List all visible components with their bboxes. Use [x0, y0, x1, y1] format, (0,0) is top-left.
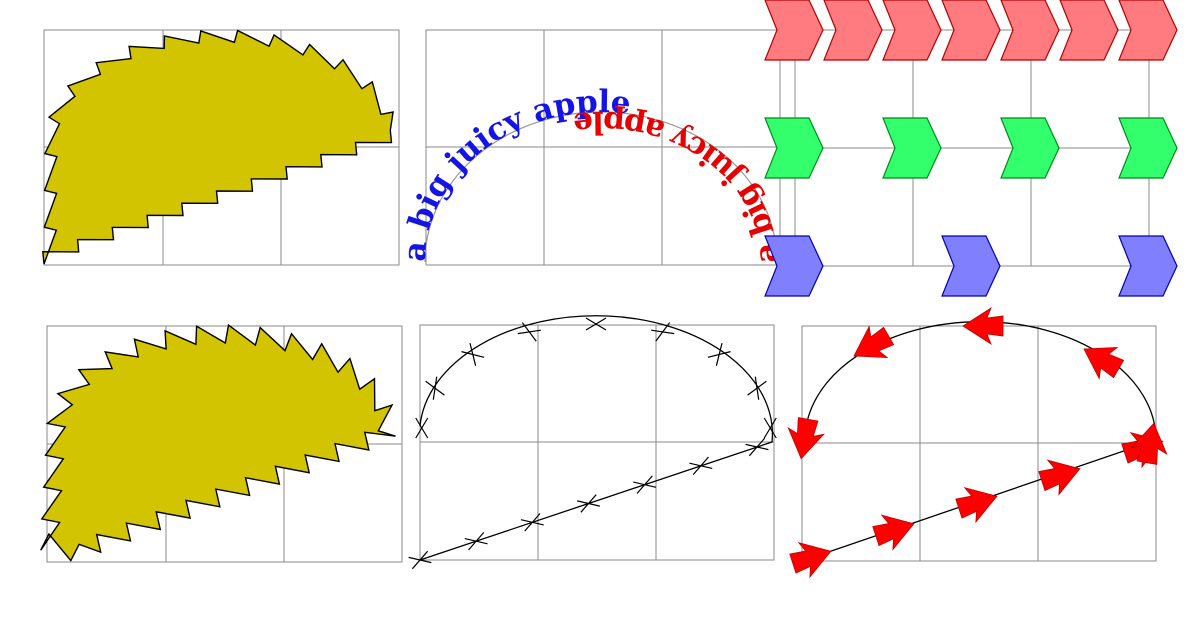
cross-marker-curve-8 [425, 376, 445, 400]
cross-markers [408, 317, 777, 570]
chevron-red-1 [764, 0, 824, 61]
arrow-marker-curve-4 [853, 325, 895, 359]
cross-marker-curve-4 [651, 322, 675, 342]
cross-marker-line-4 [577, 494, 600, 513]
arrow-markers [787, 306, 1168, 579]
chevron-red-2 [823, 0, 883, 61]
text-guide-arc [424, 111, 778, 263]
chevron-blue-1 [764, 235, 824, 297]
curved-text-right-path: a big juicy apple [572, 104, 786, 264]
marker-curve-path [419, 315, 774, 561]
chevron-blue-2 [941, 235, 1001, 297]
arrow-marker-line-4 [1038, 459, 1081, 496]
arrow-marker-curve-5 [787, 417, 825, 460]
panel-saw-blob-top [42, 29, 400, 266]
arrow-marker-curve-1 [1130, 422, 1168, 465]
cross-marker-line-2 [464, 531, 488, 551]
curved-text-right: a big juicy apple [572, 104, 786, 264]
saw-blob-bottom-shape [40, 323, 396, 562]
chevron-green-1 [764, 117, 824, 179]
chevron-green-2 [882, 117, 942, 179]
grid-top-right [794, 29, 1150, 267]
panel-saw-blob-bottom [40, 323, 403, 563]
panel-chevrons [764, 0, 1178, 297]
saw-blob-top-shape [42, 29, 394, 265]
chevron-blue-3 [1118, 235, 1178, 297]
cross-marker-curve-7 [461, 343, 485, 366]
chevron-green-3 [1000, 117, 1060, 179]
cross-marker-curve-1 [763, 417, 777, 439]
arrow-marker-curve-3 [962, 306, 1004, 346]
cross-marker-line-5 [633, 475, 657, 494]
panel-text-path: a big juicy apple a big juicy apple [397, 29, 786, 266]
arrow-marker-line-2 [872, 514, 915, 551]
arrow-marker-line-1 [789, 542, 832, 579]
grid-bottom-middle [419, 324, 775, 561]
chevron-red-7 [1118, 0, 1178, 61]
cross-marker-curve-9 [415, 417, 429, 439]
cross-marker-line-6 [689, 456, 713, 476]
cross-marker-curve-2 [747, 376, 767, 400]
chevron-green-4 [1118, 117, 1178, 179]
cross-marker-line-3 [520, 513, 544, 532]
panel-cross-markers [408, 315, 777, 570]
cross-marker-curve-5 [585, 317, 607, 331]
cross-marker-line-7 [745, 437, 769, 457]
chevron-rows [764, 0, 1178, 297]
chevron-red-4 [941, 0, 1001, 61]
cross-marker-curve-3 [707, 343, 731, 366]
chevron-red-3 [882, 0, 942, 61]
chevron-red-6 [1059, 0, 1119, 61]
arrow-marker-curve-2 [1083, 346, 1125, 380]
chevron-red-5 [1000, 0, 1060, 61]
panel-arrow-markers [787, 306, 1168, 579]
cross-marker-line-1 [408, 550, 432, 570]
arrow-marker-line-3 [955, 487, 998, 524]
cross-marker-curve-6 [517, 322, 541, 342]
